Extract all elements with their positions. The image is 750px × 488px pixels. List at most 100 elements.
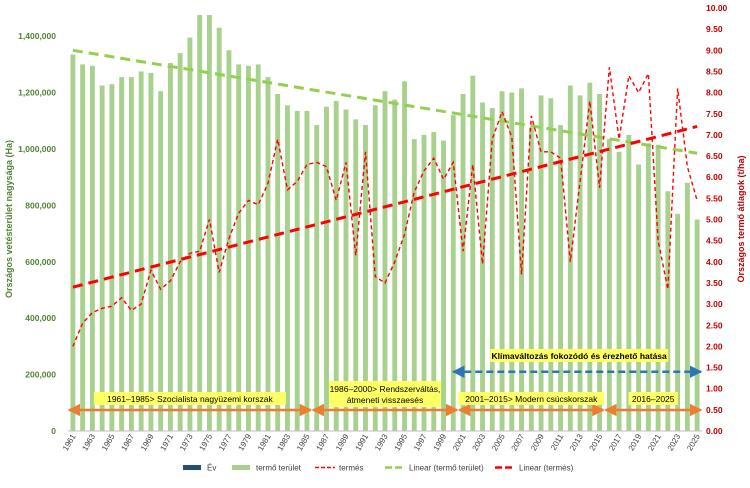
y-right-tick-label: 10.00 bbox=[706, 3, 728, 13]
bar-2022 bbox=[665, 191, 671, 431]
era-label-box bbox=[628, 392, 678, 405]
era-label: 1961–1985> Szocialista nagyüzemi korszak bbox=[107, 394, 273, 404]
bar-1969 bbox=[148, 72, 154, 432]
x-tick-label: 1967 bbox=[119, 432, 136, 452]
era-label-box bbox=[93, 392, 286, 405]
era-label-box bbox=[458, 392, 605, 405]
era-label: 2016–2025 bbox=[632, 394, 675, 404]
bar-2011 bbox=[558, 125, 564, 431]
bar-1995 bbox=[402, 81, 407, 431]
x-tick-label: 1995 bbox=[393, 432, 410, 452]
y-left-tick-label: 600,000 bbox=[25, 257, 56, 267]
bar-2025 bbox=[694, 219, 700, 431]
bar-1987 bbox=[324, 106, 329, 431]
y-left-tick-label: 200,000 bbox=[25, 370, 56, 380]
x-tick-label: 1969 bbox=[139, 432, 156, 452]
bar-2009 bbox=[538, 95, 544, 432]
x-tick-label: 1987 bbox=[315, 432, 332, 452]
bar-2020 bbox=[645, 143, 651, 432]
y-right-tick-label: 7.50 bbox=[706, 109, 723, 119]
bar-1993 bbox=[382, 91, 388, 431]
x-tick-label: 1985 bbox=[295, 432, 312, 452]
bar-2006 bbox=[509, 92, 515, 431]
y-right-tick-label: 4.00 bbox=[706, 257, 723, 267]
bar-2018 bbox=[626, 134, 632, 431]
legend-label: termés bbox=[339, 464, 363, 473]
bar-1972 bbox=[177, 53, 183, 432]
x-tick-label: 1977 bbox=[217, 432, 234, 452]
bar-1971 bbox=[167, 62, 173, 432]
y-right-tick-label: 7.00 bbox=[706, 130, 723, 140]
bar-2010 bbox=[548, 98, 554, 432]
bar-2002 bbox=[470, 75, 476, 432]
y-right-tick-label: 3.00 bbox=[706, 299, 723, 309]
y-left-axis-title: Országos vetésterület nagysága (Ha) bbox=[4, 140, 14, 298]
lines-group bbox=[72, 48, 698, 347]
bar-1965 bbox=[109, 84, 115, 431]
x-tick-label: 1971 bbox=[158, 432, 175, 452]
trendline-area bbox=[72, 48, 698, 155]
bar-2019 bbox=[636, 164, 642, 431]
legend-swatch bbox=[232, 465, 250, 470]
x-tick-label: 2001 bbox=[451, 432, 468, 452]
y-left-tick-label: 800,000 bbox=[25, 200, 56, 210]
yield-line bbox=[72, 67, 698, 347]
x-tick-label: 2005 bbox=[490, 432, 507, 452]
x-tick-label: 2003 bbox=[471, 432, 488, 452]
bar-1999 bbox=[441, 140, 446, 432]
bar-1978 bbox=[236, 64, 242, 432]
bar-1975 bbox=[206, 15, 212, 432]
bar-2024 bbox=[684, 182, 690, 431]
era-label: 1986–2000> Rendszerváltás, bbox=[330, 384, 441, 394]
y-right-tick-label: 6.00 bbox=[706, 172, 723, 182]
bar-1976 bbox=[216, 27, 222, 432]
era-label: 2001–2015> Modern csúcskorszak bbox=[465, 394, 598, 404]
x-tick-label: 2015 bbox=[588, 432, 605, 452]
legend: Év termő terület termés Linear (termő terül… bbox=[183, 464, 574, 473]
y-right-tick-label: 1.00 bbox=[706, 384, 723, 394]
bar-2017 bbox=[616, 151, 622, 431]
y-right-tick-label: 8.50 bbox=[706, 66, 723, 76]
y-right-axis-title: Országos termő átlagok (t/ha) bbox=[736, 155, 746, 282]
y-right-tick-label: 3.50 bbox=[706, 278, 723, 288]
climate-label-box bbox=[490, 349, 669, 362]
era-label: átmeneti visszaesés bbox=[347, 395, 424, 405]
bar-1968 bbox=[138, 71, 144, 431]
bar-1982 bbox=[275, 94, 281, 431]
bar-1997 bbox=[421, 134, 427, 431]
x-tick-label: 1979 bbox=[236, 432, 253, 452]
x-tick-label: 1983 bbox=[275, 432, 292, 452]
bar-2000 bbox=[450, 115, 456, 431]
y-right-tick-label: 0.00 bbox=[706, 426, 723, 436]
x-tick-label: 1973 bbox=[178, 432, 195, 452]
y-right-tick-label: 8.00 bbox=[706, 88, 723, 98]
bar-1996 bbox=[411, 139, 417, 431]
bar-1961 bbox=[70, 54, 76, 431]
y-left-tick-label: 0 bbox=[51, 426, 56, 436]
x-tick-label: 2025 bbox=[685, 432, 702, 452]
legend-label: Linear (termés) bbox=[519, 464, 574, 473]
bar-1966 bbox=[119, 77, 125, 431]
bar-1977 bbox=[226, 50, 232, 432]
y-right-tick-label: 2.00 bbox=[706, 341, 723, 351]
y-left-tick-label: 1,200,000 bbox=[18, 88, 56, 98]
x-tick-label: 2013 bbox=[568, 432, 585, 452]
bar-1988 bbox=[333, 101, 339, 431]
bar-2003 bbox=[480, 102, 485, 431]
bar-1967 bbox=[128, 77, 134, 431]
bar-2004 bbox=[489, 108, 495, 432]
bar-1983 bbox=[285, 105, 290, 431]
x-tick-label: 2023 bbox=[666, 432, 683, 452]
x-tick-label: 1963 bbox=[80, 432, 97, 452]
x-tick-label: 2021 bbox=[646, 432, 663, 452]
x-tick-label: 1981 bbox=[256, 432, 273, 452]
x-tick-label: 1991 bbox=[354, 432, 371, 452]
y-right-tick-label: 2.50 bbox=[706, 320, 723, 330]
bar-2007 bbox=[519, 88, 524, 432]
annotations-group: 1961–1985> Szocialista nagyüzemi korszak… bbox=[67, 349, 703, 417]
bar-1979 bbox=[246, 65, 251, 431]
bar-1981 bbox=[265, 77, 271, 431]
y-right-tick-label: 6.50 bbox=[706, 151, 723, 161]
x-tick-label: 2019 bbox=[627, 432, 644, 452]
